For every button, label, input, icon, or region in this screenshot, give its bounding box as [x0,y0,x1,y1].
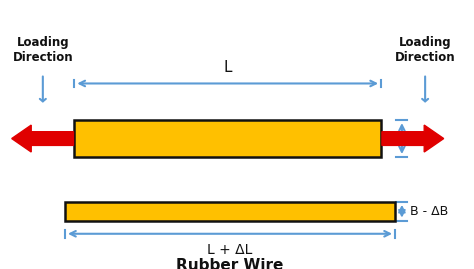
Bar [65,202,395,221]
Text: L: L [223,60,232,75]
Bar [74,120,381,157]
Text: B - ΔB: B - ΔB [410,205,448,218]
Polygon shape [12,125,73,152]
Text: Loading
Direction: Loading Direction [395,36,456,64]
Text: Loading
Direction: Loading Direction [12,36,73,64]
Text: B: B [410,131,420,146]
Polygon shape [382,125,444,152]
Text: Rubber Wire: Rubber Wire [176,258,284,269]
Text: L + ΔL: L + ΔL [207,243,253,257]
